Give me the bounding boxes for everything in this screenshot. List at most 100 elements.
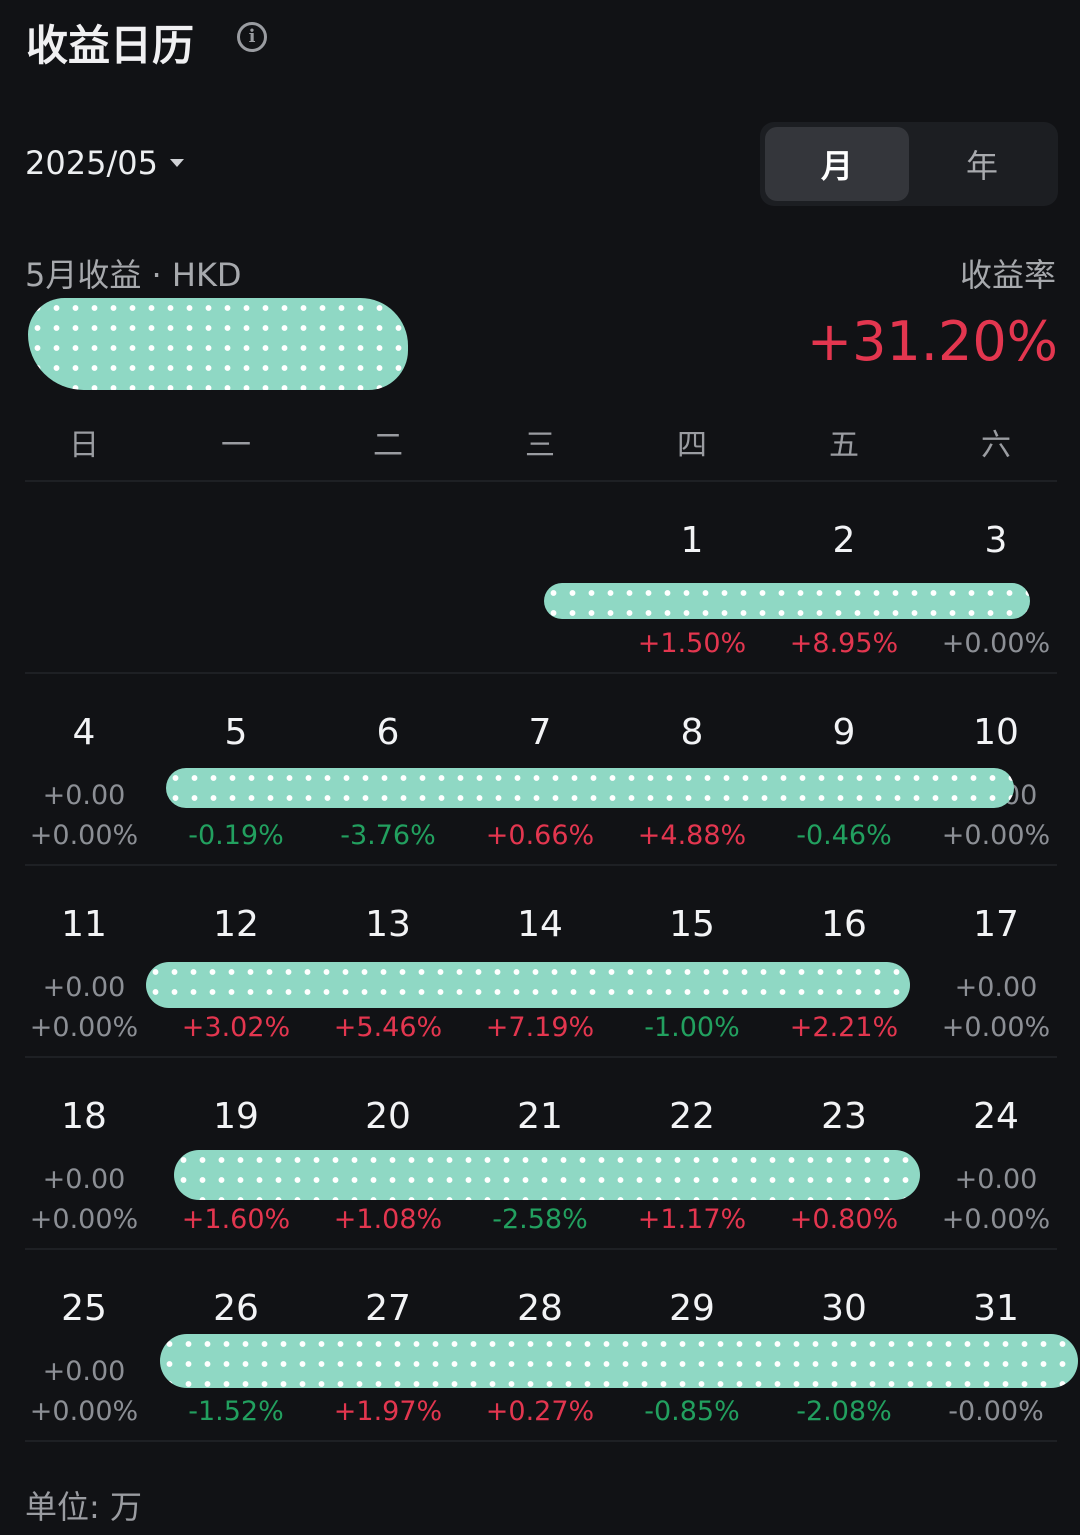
day-number: 31 [973, 1288, 1019, 1329]
day-number: 18 [61, 1096, 107, 1137]
calendar-day-cell[interactable]: 29 -0.85% [616, 1250, 768, 1442]
day-return-percent: -3.76% [340, 820, 436, 851]
redaction-row-4 [174, 1150, 920, 1200]
calendar-day-cell[interactable]: 6 -3.76% [312, 674, 464, 866]
calendar-day-cell[interactable]: 19 +1.60% [160, 1058, 312, 1250]
day-return-percent: +0.80% [789, 1204, 899, 1235]
day-number: 30 [821, 1288, 867, 1329]
weekday-label: 一 [221, 428, 251, 463]
calendar-day-cell[interactable]: 8 +4.88% [616, 674, 768, 866]
calendar-day-cell[interactable]: 30 -2.08% [768, 1250, 920, 1442]
calendar-day-cell[interactable]: 14 +7.19% [464, 866, 616, 1058]
calendar-day-cell[interactable]: 31 -0.00% [920, 1250, 1072, 1442]
day-return-percent: +0.00% [29, 1396, 139, 1427]
day-return-percent: -1.52% [188, 1396, 284, 1427]
return-rate-label: 收益率 [959, 256, 1056, 294]
day-return-percent: -0.85% [644, 1396, 740, 1427]
month-picker-value: 2025/05 [25, 144, 158, 182]
day-return-percent: -0.00% [948, 1396, 1044, 1427]
redaction-row-1 [544, 583, 1030, 619]
day-return-percent: +1.08% [333, 1204, 443, 1235]
day-return-percent: -1.00% [644, 1012, 740, 1043]
day-number: 9 [832, 712, 856, 753]
day-number: 11 [61, 904, 107, 945]
weekday-label: 日 [69, 428, 99, 463]
day-profit-amount: +0.00 [42, 1164, 126, 1195]
calendar-day-cell[interactable]: 13 +5.46% [312, 866, 464, 1058]
row-divider [25, 1056, 1057, 1058]
day-number: 14 [517, 904, 563, 945]
day-return-percent: +0.00% [941, 1012, 1051, 1043]
calendar-day-cell[interactable]: 21 -2.58% [464, 1058, 616, 1250]
day-return-percent: +0.00% [29, 1012, 139, 1043]
day-return-percent: -0.46% [796, 820, 892, 851]
redaction-row-2 [166, 768, 1014, 808]
calendar-day-cell[interactable]: 27 +1.97% [312, 1250, 464, 1442]
calendar-day-cell[interactable]: 9 -0.46% [768, 674, 920, 866]
calendar-day-cell[interactable]: 11 +0.00 +0.00% [8, 866, 160, 1058]
day-profit-amount: +0.00 [954, 972, 1038, 1003]
day-return-percent: +0.00% [941, 1204, 1051, 1235]
day-number: 1 [680, 520, 704, 561]
calendar-day-cell[interactable]: 23 +0.80% [768, 1058, 920, 1250]
calendar-day-cell[interactable]: 15 -1.00% [616, 866, 768, 1058]
info-icon[interactable]: i [237, 22, 267, 52]
day-number: 17 [973, 904, 1019, 945]
day-number: 7 [528, 712, 552, 753]
calendar-day-cell[interactable]: 3 +0.00% [920, 482, 1072, 674]
calendar-day-cell[interactable]: 24 +0.00 +0.00% [920, 1058, 1072, 1250]
day-number: 26 [213, 1288, 259, 1329]
day-number: 8 [680, 712, 704, 753]
day-return-percent: +4.88% [637, 820, 747, 851]
row-divider [25, 1248, 1057, 1250]
calendar-day-cell[interactable]: 20 +1.08% [312, 1058, 464, 1250]
unit-label: 单位: 万 [25, 1488, 142, 1526]
calendar-day-cell[interactable]: 7 +0.66% [464, 674, 616, 866]
calendar-day-cell[interactable]: 22 +1.17% [616, 1058, 768, 1250]
calendar-day-cell[interactable]: 17 +0.00 +0.00% [920, 866, 1072, 1058]
day-number: 27 [365, 1288, 411, 1329]
view-toggle: 月 年 [760, 122, 1058, 206]
redaction-row-5 [160, 1334, 1078, 1388]
calendar-day-cell[interactable]: 4 +0.00 +0.00% [8, 674, 160, 866]
row-divider [25, 672, 1057, 674]
day-return-percent: +0.00% [29, 820, 139, 851]
day-return-percent: +8.95% [789, 628, 899, 659]
day-number: 13 [365, 904, 411, 945]
day-return-percent: +0.00% [941, 628, 1051, 659]
day-profit-amount: +0.00 [42, 1356, 126, 1387]
month-picker[interactable]: 2025/05 [25, 144, 184, 182]
tab-month[interactable]: 月 [765, 127, 909, 201]
calendar-day-cell[interactable]: 26 -1.52% [160, 1250, 312, 1442]
calendar-day-cell[interactable]: 25 +0.00 +0.00% [8, 1250, 160, 1442]
day-number: 20 [365, 1096, 411, 1137]
calendar-day-cell[interactable]: 16 +2.21% [768, 866, 920, 1058]
return-rate-value: +31.20% [806, 310, 1058, 373]
page-title: 收益日历 [26, 21, 195, 70]
day-return-percent: +1.50% [637, 628, 747, 659]
day-return-percent: +7.19% [485, 1012, 595, 1043]
day-number: 2 [832, 520, 856, 561]
row-divider [25, 480, 1057, 482]
day-return-percent: +1.60% [181, 1204, 291, 1235]
weekday-label: 五 [829, 428, 859, 463]
day-number: 23 [821, 1096, 867, 1137]
day-number: 29 [669, 1288, 715, 1329]
calendar-day-cell[interactable]: 5 -0.19% [160, 674, 312, 866]
calendar-day-cell[interactable]: 12 +3.02% [160, 866, 312, 1058]
day-number: 6 [376, 712, 400, 753]
day-return-percent: -2.58% [492, 1204, 588, 1235]
day-return-percent: -0.19% [188, 820, 284, 851]
tab-year[interactable]: 年 [965, 147, 998, 185]
day-number: 12 [213, 904, 259, 945]
day-number: 10 [973, 712, 1019, 753]
calendar-day-cell[interactable]: 28 +0.27% [464, 1250, 616, 1442]
calendar-day-cell[interactable]: 2 +8.95% [768, 482, 920, 674]
calendar-day-cell[interactable]: 1 +1.50% [616, 482, 768, 674]
day-return-percent: +0.66% [485, 820, 595, 851]
day-number: 22 [669, 1096, 715, 1137]
day-return-percent: +2.21% [789, 1012, 899, 1043]
calendar-day-cell[interactable]: 18 +0.00 +0.00% [8, 1058, 160, 1250]
weekday-label: 四 [677, 428, 707, 463]
day-number: 25 [61, 1288, 107, 1329]
